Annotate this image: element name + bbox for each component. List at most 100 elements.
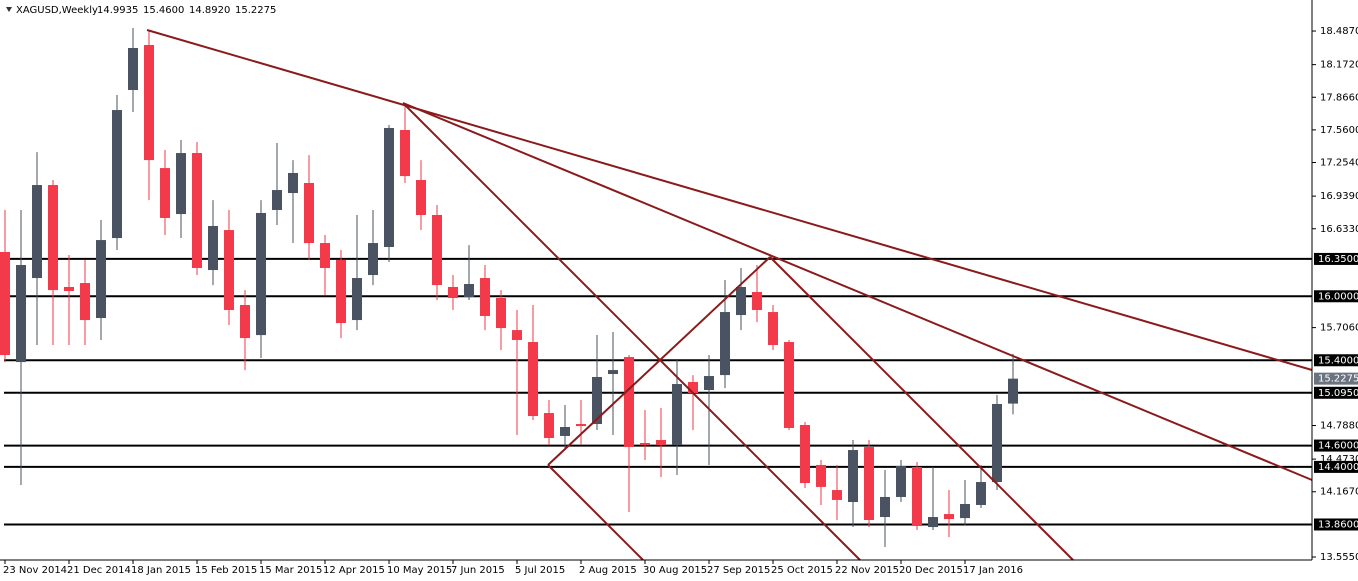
level-label: 15.0950: [1318, 388, 1358, 399]
trendlines: [146, 29, 1313, 561]
candle-body: [512, 330, 522, 340]
level-label: 13.8600: [1318, 519, 1358, 530]
candle-body: [752, 291, 762, 311]
candle-body: [672, 384, 682, 446]
x-tick-label: 2 Aug 2015: [579, 565, 637, 576]
x-tick-label: 12 Apr 2015: [323, 565, 385, 576]
candle-body: [144, 45, 154, 161]
candle-body: [448, 286, 458, 298]
x-tick-label: 20 Dec 2015: [899, 565, 963, 576]
x-tick-label: 23 Nov 2014: [3, 565, 67, 576]
x-tick-label: 22 Nov 2015: [835, 565, 899, 576]
x-tick-label: 17 Jan 2016: [963, 565, 1023, 576]
y-tick-label: 14.7880: [1320, 421, 1358, 432]
candle-body: [224, 230, 234, 311]
level-label: 15.4000: [1318, 355, 1358, 366]
candle-body: [736, 286, 746, 316]
trendline: [146, 29, 1313, 371]
chart-title: XAGUSD,Weekly: [16, 5, 98, 16]
x-tick-label: 25 Oct 2015: [771, 565, 833, 576]
x-tick-label: 15 Mar 2015: [259, 565, 322, 576]
candle-body: [256, 212, 266, 336]
level-label-box: [1314, 518, 1358, 531]
candle-body: [784, 342, 794, 428]
candle-body: [880, 496, 890, 518]
candle-body: [624, 357, 634, 447]
current-price-label: 15.2275: [1318, 374, 1358, 385]
candle-body: [112, 110, 122, 239]
candle-body: [656, 440, 666, 446]
candle-body: [432, 214, 442, 286]
candle-body: [688, 382, 698, 393]
candle-body: [704, 376, 714, 391]
candle-body: [528, 342, 538, 417]
candle-body: [640, 443, 650, 446]
candle-body: [320, 243, 330, 269]
y-tick-label: 17.2540: [1320, 158, 1358, 169]
level-label-box: [1314, 354, 1358, 367]
y-tick-label: 17.8660: [1320, 92, 1358, 103]
level-label: 14.6000: [1318, 441, 1358, 452]
level-label: 16.3500: [1318, 254, 1358, 265]
y-tick-label: 13.5550: [1320, 552, 1358, 563]
candle-body: [368, 243, 378, 276]
candle-body: [80, 283, 90, 321]
candle-body: [240, 305, 250, 339]
x-tick-label: 15 Feb 2015: [195, 565, 257, 576]
candle-body: [816, 464, 826, 487]
candle-body: [400, 130, 410, 177]
candle-body: [912, 467, 922, 526]
candle-body: [592, 376, 602, 425]
x-tick-label: 21 Dec 2014: [67, 565, 131, 576]
y-tick-label: 14.1670: [1320, 487, 1358, 498]
level-label-box: [1314, 386, 1358, 399]
candle-body: [176, 153, 186, 215]
candle-body: [928, 517, 938, 528]
channel-line: [547, 256, 771, 466]
candle-body: [848, 450, 858, 502]
candle-body: [160, 168, 170, 218]
level-label: 16.0000: [1318, 291, 1358, 302]
candle-body: [944, 514, 954, 520]
y-tick-label: 16.6330: [1320, 224, 1358, 235]
candle-body: [496, 297, 506, 329]
candle-body: [864, 447, 874, 521]
channel-line: [402, 102, 861, 561]
candle-body: [608, 370, 618, 375]
level-label-box: [1314, 290, 1358, 303]
channel-line: [769, 256, 1074, 561]
candle-body: [992, 403, 1002, 483]
candle-body: [272, 190, 282, 210]
y-tick-label: 14.4730: [1320, 454, 1358, 465]
candle-body: [896, 465, 906, 497]
level-label-box: [1314, 252, 1358, 265]
y-tick-label: 18.4870: [1320, 26, 1358, 37]
candle-body: [336, 260, 346, 324]
x-tick-label: 7 Jun 2015: [451, 565, 505, 576]
candle-body: [560, 427, 570, 436]
channel-line: [547, 464, 644, 561]
candle-body: [64, 286, 74, 292]
candle-body: [480, 278, 490, 316]
candle-body: [768, 312, 778, 346]
level-label-box: [1314, 439, 1358, 452]
header-value: 14.8920: [189, 5, 230, 16]
candle-body: [352, 278, 362, 321]
current-price-box: [1314, 372, 1358, 385]
y-tick-label: 16.9390: [1320, 191, 1358, 202]
x-tick-label: 10 May 2015: [387, 565, 452, 576]
candle-body: [416, 180, 426, 215]
y-tick-label: 15.7060: [1320, 323, 1358, 334]
candle-body: [0, 252, 10, 356]
candle-body: [304, 183, 314, 244]
candle-body: [96, 240, 106, 319]
menu-arrow[interactable]: [6, 7, 12, 12]
candle-body: [832, 490, 842, 500]
candle-body: [48, 185, 58, 291]
candle-body: [32, 185, 42, 279]
header-value: 15.4600: [143, 5, 184, 16]
y-tick-label: 17.5600: [1320, 125, 1358, 136]
level-label-box: [1314, 460, 1358, 473]
candle-body: [800, 424, 810, 484]
